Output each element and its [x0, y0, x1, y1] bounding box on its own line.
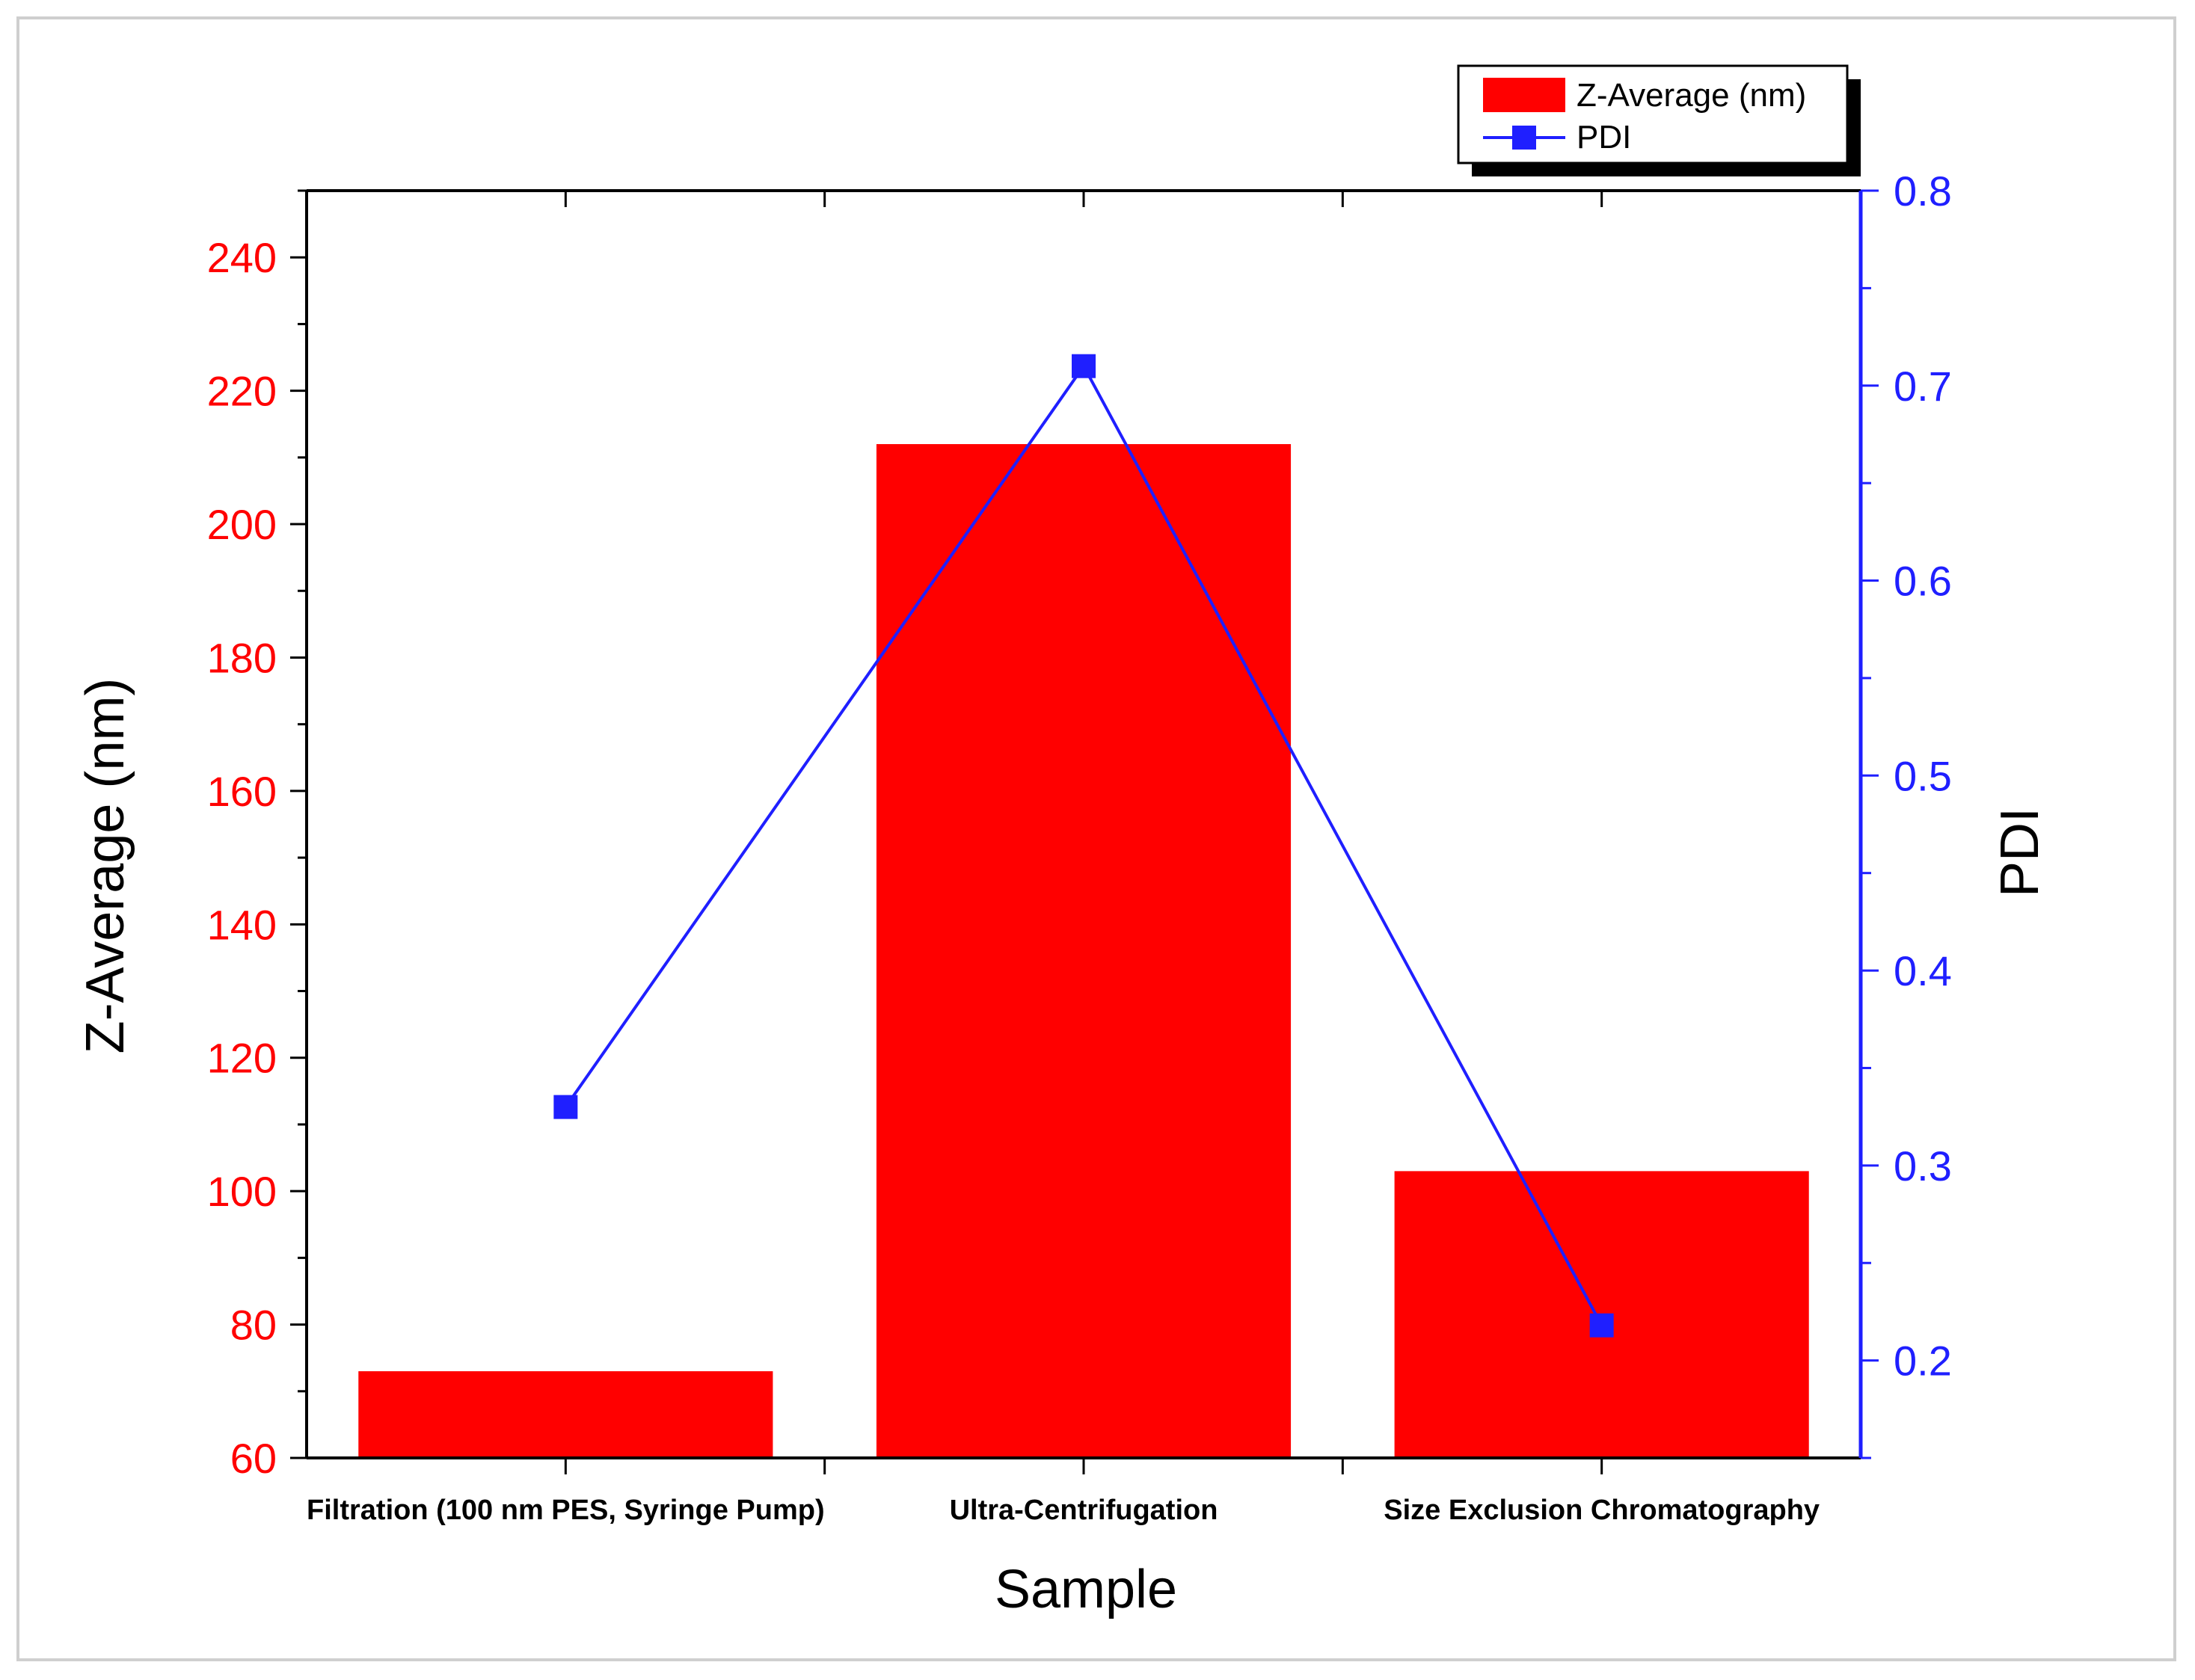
- y2-tick-label: 0.3: [1894, 1142, 1952, 1190]
- y-tick-label: 60: [230, 1435, 277, 1482]
- y-tick-label: 160: [207, 768, 277, 815]
- y2-tick-label: 0.8: [1894, 167, 1952, 215]
- bar-series: [358, 444, 1809, 1458]
- y2-tick-label: 0.5: [1894, 752, 1952, 799]
- legend-label-z-average: Z-Average (nm): [1577, 77, 1806, 114]
- pdi-marker-2: [1072, 354, 1096, 378]
- x-category-label: Size Exclusion Chromatography: [1384, 1495, 1820, 1526]
- y-axis-title: Z-Average (nm): [76, 678, 135, 1054]
- y2-tick-label: 0.6: [1894, 558, 1952, 605]
- y2-tick-label: 0.7: [1894, 363, 1952, 410]
- y-tick-label: 80: [230, 1302, 277, 1349]
- bar-z-average-1: [358, 1371, 773, 1458]
- y2-axis-title: PDI: [1990, 807, 2050, 897]
- legend-marker-pdi: [1512, 126, 1536, 150]
- legend-swatch-z-average: [1483, 78, 1565, 112]
- legend-label-pdi: PDI: [1577, 119, 1631, 156]
- bar-z-average-2: [876, 444, 1292, 1458]
- pdi-series: [553, 354, 1614, 1338]
- legend: Z-Average (nm) PDI: [1457, 64, 1861, 176]
- y2-tick-label: 0.4: [1894, 947, 1952, 994]
- x-axis-title: Sample: [995, 1560, 1177, 1619]
- y-tick-label: 140: [207, 901, 277, 948]
- y-tick-label: 240: [207, 234, 277, 281]
- y-tick-label: 200: [207, 501, 277, 548]
- axes: 60 80 100 120 140 160 180 200 220 240 0.2 0.3 0.4 0.5…: [207, 167, 1952, 1526]
- y2-tick-label: 0.2: [1894, 1338, 1952, 1385]
- y-tick-label: 180: [207, 634, 277, 681]
- x-category-label: Ultra-Centrifugation: [950, 1495, 1218, 1526]
- pdi-marker-3: [1589, 1313, 1614, 1338]
- pdi-marker-1: [553, 1095, 578, 1119]
- y-tick-label: 100: [207, 1168, 277, 1215]
- x-category-label: Filtration (100 nm PES, Syringe Pump): [307, 1495, 825, 1526]
- y-tick-label: 220: [207, 368, 277, 415]
- y-tick-label: 120: [207, 1035, 277, 1082]
